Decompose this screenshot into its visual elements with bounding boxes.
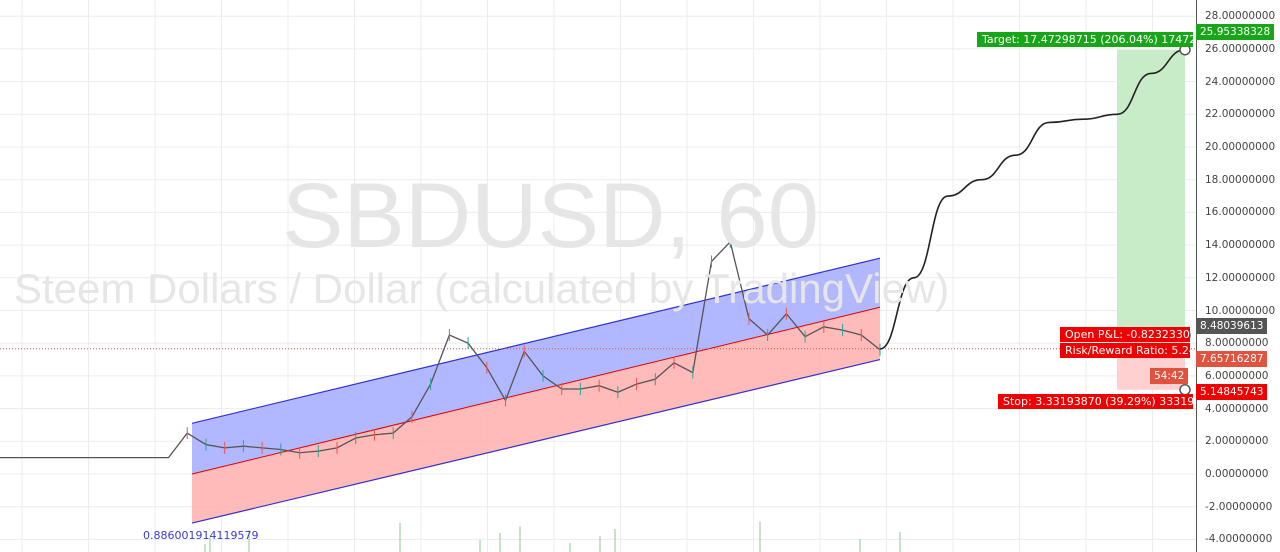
price-tick: -4.00000000: [1205, 533, 1273, 546]
open-pnl-label: Open P&L: -0.8232330, Qty: 1: [1060, 327, 1190, 342]
last-price-tag: 8.48039613: [1196, 318, 1268, 334]
price-tick: 24.00000000: [1205, 75, 1276, 88]
min-price-label: 0.886001914119579: [143, 529, 259, 542]
price-tick: 10.00000000: [1205, 304, 1276, 317]
stop-label: Stop: 3.33193870 (39.29%) 333193870: [998, 394, 1193, 409]
price-line: [0, 240, 881, 459]
price-tick: 8.00000000: [1205, 337, 1269, 350]
price-tick: 4.00000000: [1205, 402, 1269, 415]
price-tick: 18.00000000: [1205, 173, 1276, 186]
target-price-tag: 25.95338328: [1196, 24, 1275, 40]
price-tick: -2.00000000: [1205, 500, 1273, 513]
projection-path: [879, 48, 1186, 350]
price-tick: 0.00000000: [1205, 468, 1269, 480]
price-tick: 12.00000000: [1205, 271, 1276, 284]
price-tick: 26.00000000: [1205, 42, 1276, 55]
price-tick: 6.00000000: [1205, 369, 1269, 382]
price-tick: 14.00000000: [1205, 239, 1276, 252]
countdown-tag: 54:42: [1150, 368, 1189, 384]
channel-lower-line: [191, 358, 881, 524]
current-price-tag: 7.65716287: [1196, 351, 1268, 367]
risk-reward-label: Risk/Reward Ratio: 5.24: [1060, 343, 1190, 358]
price-chart[interactable]: [0, 0, 1196, 552]
stop-price-tag: 5.14845743: [1196, 384, 1268, 400]
target-label: Target: 17.47298715 (206.04%) 1747298715: [977, 32, 1193, 47]
target-zone: [1117, 49, 1185, 336]
channel-lower-fill: [192, 307, 880, 524]
channel-middle-line: [191, 306, 881, 475]
channel-upper-line: [191, 257, 881, 424]
price-axis[interactable]: 28.00000000 26.00000000 24.00000000 22.0000…: [1196, 0, 1280, 552]
price-tick: 22.00000000: [1205, 108, 1276, 121]
price-tick: 16.00000000: [1205, 206, 1276, 219]
price-tick: 28.00000000: [1205, 10, 1276, 23]
watermark-description: Steem Dollars / Dollar (calculated by Tr…: [14, 265, 950, 312]
price-tick: 2.00000000: [1205, 435, 1269, 448]
watermark-symbol: SBDUSD, 60: [282, 165, 819, 267]
price-tick: 20.00000000: [1205, 141, 1276, 153]
